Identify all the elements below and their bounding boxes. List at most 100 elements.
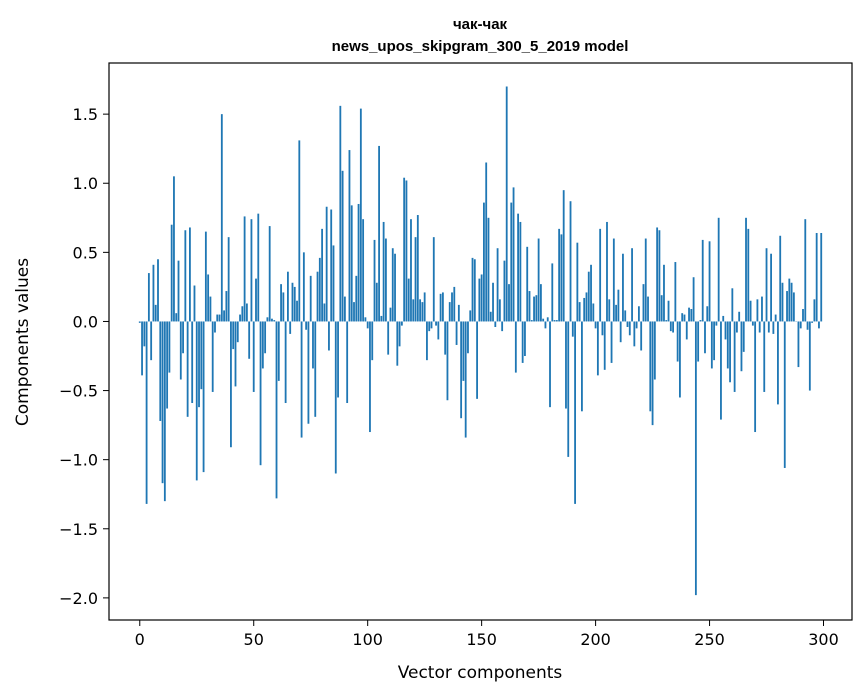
bar-131 xyxy=(437,321,440,340)
bar-199 xyxy=(592,303,595,322)
bar-21 xyxy=(186,321,189,417)
bar-75 xyxy=(309,275,312,322)
bar-273 xyxy=(761,296,763,322)
bar-258 xyxy=(726,321,729,369)
bar-105 xyxy=(378,145,380,322)
bar-290 xyxy=(799,321,802,329)
bar-84 xyxy=(330,209,333,322)
bar-250 xyxy=(708,241,711,322)
bar-270 xyxy=(754,321,757,433)
x-tick-label: 150 xyxy=(466,630,497,649)
bar-128 xyxy=(430,321,433,329)
bar-168 xyxy=(521,321,524,363)
chart-title: чак-чак xyxy=(453,16,508,33)
bar-194 xyxy=(581,321,583,412)
bar-112 xyxy=(394,253,396,322)
chart-subtitle: news_upos_skipgram_300_5_2019 model xyxy=(332,38,629,55)
y-axis-ticks: −2.0 −1.5 −1.0 −0.5 0.0 0.5 1.0 1.5 xyxy=(59,105,109,608)
bar-228 xyxy=(658,230,661,322)
bar-58 xyxy=(271,318,273,322)
bar-48 xyxy=(248,321,251,359)
bar-201 xyxy=(596,321,599,376)
bar-140 xyxy=(457,304,460,322)
bar-42 xyxy=(234,321,237,387)
bar-107 xyxy=(382,221,385,322)
bar-3 xyxy=(145,321,148,504)
bar-260 xyxy=(731,288,734,322)
bar-31 xyxy=(209,296,212,322)
bar-189 xyxy=(569,201,572,322)
bar-181 xyxy=(551,263,554,322)
bar-9 xyxy=(159,321,162,421)
bar-257 xyxy=(724,321,727,340)
bar-190 xyxy=(571,321,574,337)
bar-148 xyxy=(476,321,478,399)
bar-165 xyxy=(514,321,517,373)
bar-183 xyxy=(555,320,558,322)
bar-227 xyxy=(656,227,659,322)
bar-276 xyxy=(767,321,770,333)
bar-153 xyxy=(487,217,490,322)
bar-56 xyxy=(266,317,269,322)
bar-230 xyxy=(663,264,665,322)
bar-238 xyxy=(681,313,684,322)
bar-59 xyxy=(273,320,276,322)
bar-4 xyxy=(147,273,150,322)
bar-45 xyxy=(241,306,244,322)
bar-155 xyxy=(492,282,494,322)
bar-82 xyxy=(325,206,328,322)
y-axis-label: Components values xyxy=(13,258,33,426)
bar-24 xyxy=(193,285,196,322)
bar-60 xyxy=(275,321,278,499)
bar-162 xyxy=(508,284,510,322)
bar-154 xyxy=(489,311,492,322)
y-tick-label: 1.5 xyxy=(73,105,98,124)
bar-209 xyxy=(615,304,618,322)
bar-253 xyxy=(715,321,718,326)
bar-52 xyxy=(257,213,260,322)
bar-68 xyxy=(293,286,296,322)
bar-116 xyxy=(403,177,406,322)
bar-248 xyxy=(704,321,706,354)
bar-279 xyxy=(774,314,777,322)
bar-289 xyxy=(797,321,800,368)
bar-240 xyxy=(685,321,688,340)
bar-54 xyxy=(261,321,264,369)
bar-6 xyxy=(152,264,155,322)
x-tick-label: 100 xyxy=(352,630,383,649)
y-tick-label: −0.5 xyxy=(59,382,98,401)
bar-141 xyxy=(460,321,463,419)
bar-119 xyxy=(410,219,412,322)
bar-86 xyxy=(334,321,337,474)
bar-187 xyxy=(565,321,567,409)
bar-233 xyxy=(669,321,672,332)
bar-251 xyxy=(710,321,713,369)
bar-65 xyxy=(287,271,289,322)
bar-157 xyxy=(496,248,499,322)
bar-49 xyxy=(250,219,253,322)
bar-27 xyxy=(200,321,203,390)
bar-2 xyxy=(143,321,146,347)
bar-254 xyxy=(717,217,720,322)
bar-266 xyxy=(745,217,747,322)
bar-61 xyxy=(277,321,280,381)
bar-224 xyxy=(649,321,652,412)
bar-294 xyxy=(808,321,811,391)
bar-278 xyxy=(772,321,775,334)
bar-126 xyxy=(426,321,428,361)
bar-20 xyxy=(184,230,187,322)
bar-29 xyxy=(204,231,207,322)
bar-220 xyxy=(640,321,643,351)
y-tick-label: 0.0 xyxy=(73,312,98,331)
bar-261 xyxy=(733,321,736,392)
bar-217 xyxy=(633,321,636,347)
x-tick-label: 300 xyxy=(808,630,839,649)
bar-96 xyxy=(357,203,360,322)
bar-215 xyxy=(628,321,631,336)
bar-90 xyxy=(343,296,346,322)
bar-78 xyxy=(316,271,319,322)
bar-262 xyxy=(735,321,738,333)
bar-296 xyxy=(813,299,816,322)
bar-77 xyxy=(314,321,317,417)
bar-99 xyxy=(364,317,367,322)
